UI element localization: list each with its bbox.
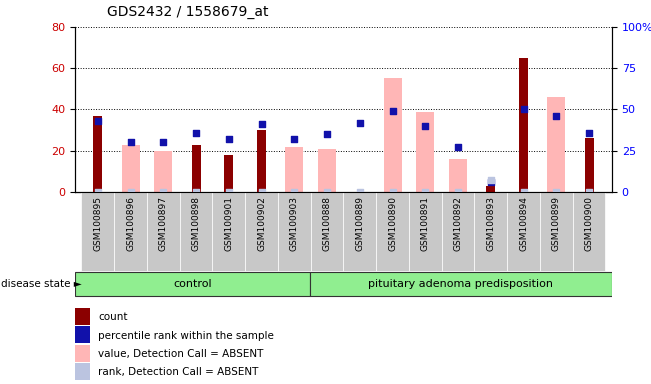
Point bbox=[518, 106, 529, 113]
Point bbox=[387, 108, 398, 114]
Bar bbox=[441, 192, 475, 271]
Bar bbox=[507, 192, 540, 271]
Bar bbox=[81, 192, 114, 271]
Text: value, Detection Call = ABSENT: value, Detection Call = ABSENT bbox=[98, 349, 264, 359]
Text: GSM100891: GSM100891 bbox=[421, 196, 430, 251]
Point bbox=[256, 121, 267, 127]
Bar bbox=[122, 144, 139, 192]
Point bbox=[92, 118, 103, 124]
Point bbox=[289, 136, 299, 142]
Text: disease state ►: disease state ► bbox=[1, 279, 82, 289]
Bar bbox=[344, 192, 376, 271]
Point bbox=[551, 189, 561, 195]
Point bbox=[551, 113, 561, 119]
Bar bbox=[278, 192, 311, 271]
Bar bbox=[180, 192, 212, 271]
Text: GSM100893: GSM100893 bbox=[486, 196, 495, 251]
Point bbox=[92, 189, 103, 195]
Text: GDS2432 / 1558679_at: GDS2432 / 1558679_at bbox=[107, 5, 269, 19]
Point bbox=[158, 139, 169, 146]
Bar bbox=[114, 192, 147, 271]
Point bbox=[420, 189, 430, 195]
Text: pituitary adenoma predisposition: pituitary adenoma predisposition bbox=[368, 279, 553, 289]
Bar bbox=[225, 155, 233, 192]
Text: GSM100897: GSM100897 bbox=[159, 196, 168, 251]
Point bbox=[322, 131, 332, 137]
Bar bbox=[475, 192, 507, 271]
Text: GSM100890: GSM100890 bbox=[388, 196, 397, 251]
Text: GSM100900: GSM100900 bbox=[585, 196, 594, 251]
Bar bbox=[75, 363, 90, 380]
Bar bbox=[147, 192, 180, 271]
Point bbox=[289, 189, 299, 195]
Text: GSM100894: GSM100894 bbox=[519, 196, 528, 251]
FancyBboxPatch shape bbox=[75, 272, 310, 296]
Bar bbox=[245, 192, 278, 271]
Bar bbox=[318, 149, 336, 192]
Bar bbox=[383, 78, 402, 192]
Text: GSM100898: GSM100898 bbox=[191, 196, 201, 251]
Bar bbox=[75, 326, 90, 343]
Bar bbox=[409, 192, 441, 271]
Bar bbox=[285, 147, 303, 192]
Bar bbox=[93, 116, 102, 192]
Bar bbox=[257, 130, 266, 192]
Text: count: count bbox=[98, 312, 128, 322]
Bar bbox=[519, 58, 528, 192]
Point bbox=[158, 189, 169, 195]
Bar bbox=[573, 192, 605, 271]
Text: rank, Detection Call = ABSENT: rank, Detection Call = ABSENT bbox=[98, 367, 258, 377]
Bar bbox=[191, 144, 201, 192]
Point bbox=[223, 136, 234, 142]
Point bbox=[256, 189, 267, 195]
Point bbox=[223, 189, 234, 195]
Point bbox=[126, 189, 136, 195]
Point bbox=[355, 189, 365, 195]
Bar bbox=[212, 192, 245, 271]
Bar bbox=[449, 159, 467, 192]
Point bbox=[420, 123, 430, 129]
Point bbox=[453, 189, 464, 195]
Bar bbox=[75, 308, 90, 325]
Text: control: control bbox=[173, 279, 212, 289]
Text: GSM100888: GSM100888 bbox=[322, 196, 331, 251]
Text: GSM100889: GSM100889 bbox=[355, 196, 365, 251]
Point bbox=[584, 189, 594, 195]
Bar bbox=[486, 186, 495, 192]
Point bbox=[486, 179, 496, 185]
Text: GSM100892: GSM100892 bbox=[454, 196, 462, 251]
Point bbox=[191, 189, 201, 195]
Text: GSM100901: GSM100901 bbox=[225, 196, 233, 251]
Point bbox=[322, 189, 332, 195]
Bar bbox=[540, 192, 573, 271]
Point bbox=[126, 139, 136, 146]
Point bbox=[387, 189, 398, 195]
Bar bbox=[416, 111, 434, 192]
Text: GSM100899: GSM100899 bbox=[552, 196, 561, 251]
Point bbox=[584, 129, 594, 136]
Text: GSM100896: GSM100896 bbox=[126, 196, 135, 251]
Bar bbox=[585, 138, 594, 192]
Bar bbox=[547, 97, 565, 192]
Bar bbox=[154, 151, 173, 192]
FancyBboxPatch shape bbox=[310, 272, 612, 296]
Bar bbox=[311, 192, 344, 271]
Point bbox=[486, 177, 496, 184]
Text: GSM100895: GSM100895 bbox=[93, 196, 102, 251]
Point bbox=[518, 189, 529, 195]
Text: GSM100903: GSM100903 bbox=[290, 196, 299, 251]
Point bbox=[453, 144, 464, 151]
Text: GSM100902: GSM100902 bbox=[257, 196, 266, 251]
Point bbox=[355, 119, 365, 126]
Point bbox=[191, 129, 201, 136]
Bar bbox=[376, 192, 409, 271]
Text: percentile rank within the sample: percentile rank within the sample bbox=[98, 331, 274, 341]
Bar bbox=[75, 345, 90, 362]
